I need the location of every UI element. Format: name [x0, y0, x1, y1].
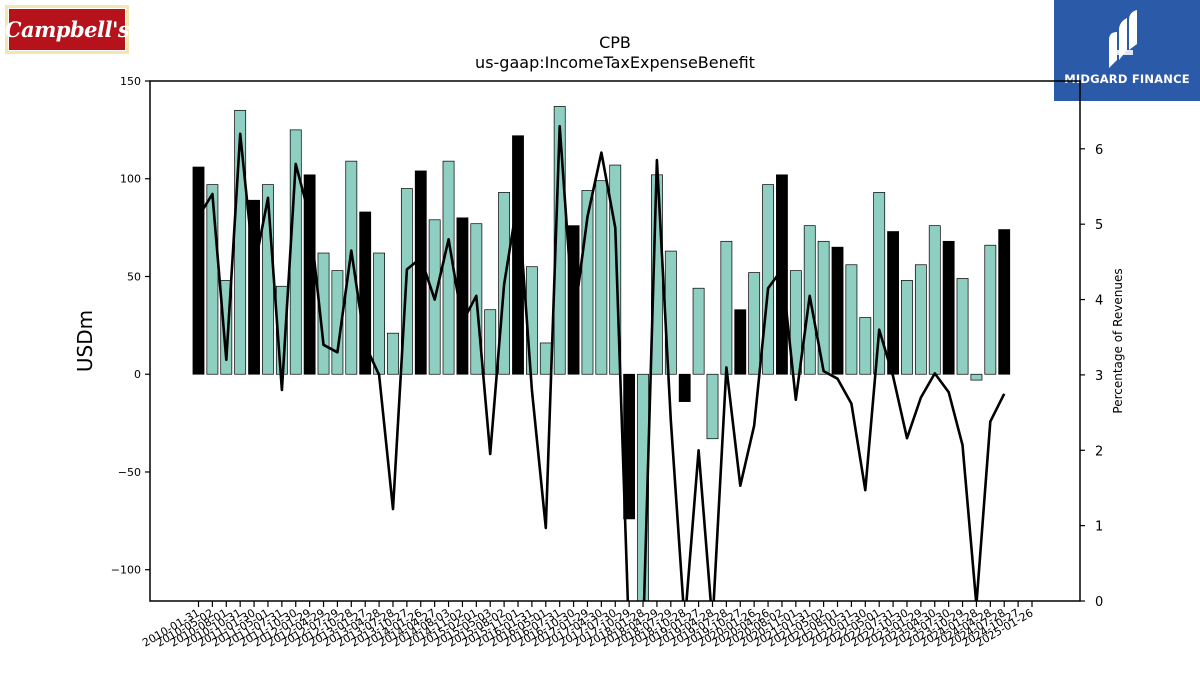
y-tick-label: 100: [120, 173, 141, 186]
bar-2012-10-28: [345, 160, 358, 375]
chart-title: CPB: [599, 33, 631, 52]
left-axis: −100 −50 0 50 100 150: [111, 75, 150, 577]
bar-2012-04-29: [317, 252, 330, 375]
bar-2010-08-01: [220, 280, 233, 375]
bar-2015-05-03: [484, 309, 497, 375]
bar-2016-05-01: [539, 342, 552, 375]
bar-2013-04-28: [373, 252, 385, 375]
bar-2021-08-01: [831, 246, 844, 375]
bar-2023-07-30: [942, 240, 955, 375]
bar-2020-01-26: [748, 272, 761, 375]
campbells-logo-badge: Campbell's: [4, 8, 130, 51]
bar-2020-04-26: [762, 184, 774, 375]
y-axis-label: USDm: [73, 310, 97, 372]
bar-2024-04-28: [984, 244, 997, 375]
bar-2012-07-29: [331, 270, 344, 375]
bar-2011-01-30: [248, 199, 260, 375]
campbells-logo: Campbell's: [4, 5, 130, 54]
bar-2024-01-28: [970, 373, 983, 381]
midgard-finance-logo: MIDGARD FINANCE: [1054, 0, 1200, 101]
bar-2024-07-28: [998, 229, 1011, 375]
bar-2022-07-31: [887, 231, 899, 375]
y2-tick-label: 3: [1095, 369, 1103, 384]
bar-2017-01-29: [581, 190, 594, 375]
chart-subtitle: us-gaap:IncomeTaxExpenseBenefit: [475, 53, 755, 72]
bar-2010-01-31: [192, 166, 205, 375]
bar-2022-05-01: [873, 192, 886, 375]
y-tick-label: −100: [111, 564, 141, 577]
bar-2017-07-30: [609, 164, 622, 375]
y-tick-label: 150: [120, 75, 141, 88]
bar-2015-11-01: [512, 135, 524, 375]
y2-tick-label: 4: [1095, 294, 1103, 309]
y-tick-label: −50: [118, 466, 141, 479]
bar-2019-04-28: [706, 373, 719, 440]
bar-2019-07-28: [720, 240, 733, 375]
bar-2013-07-28: [387, 332, 399, 375]
bar-2021-05-02: [817, 240, 830, 375]
y2-tick-label: 0: [1095, 595, 1103, 610]
bar-2010-05-02: [206, 184, 219, 375]
bar-2020-11-01: [789, 270, 802, 375]
y2-tick-label: 2: [1095, 444, 1103, 459]
bar-2016-07-31: [553, 106, 566, 375]
x-axis: 2010-01-312010-05-022010-08-012010-10-31…: [140, 601, 1036, 650]
y2-tick-label: 6: [1095, 143, 1103, 158]
bar-2017-04-30: [595, 180, 608, 375]
bar-2013-01-27: [359, 211, 372, 375]
bar-2023-10-29: [956, 278, 969, 375]
bar-2021-10-31: [845, 264, 858, 375]
y-tick-label: 50: [127, 270, 141, 283]
bar-2023-01-29: [914, 264, 927, 375]
bar-2016-10-30: [567, 225, 580, 375]
y-tick-label: 0: [134, 368, 141, 381]
campbells-logo-text: Campbell's: [4, 17, 130, 42]
y2-tick-label: 5: [1095, 218, 1103, 233]
midgard-mark-icon: [1109, 10, 1137, 68]
line-group: [197, 124, 1006, 601]
bar-2019-01-27: [692, 287, 705, 375]
bar-2023-04-30: [928, 225, 941, 375]
midgard-logo-text: MIDGARD FINANCE: [1064, 72, 1190, 86]
percentage-line: [197, 124, 1006, 601]
bar-2022-01-30: [859, 317, 872, 375]
right-axis: 0 1 2 3 4 5 6: [1080, 143, 1103, 610]
bar-2019-10-27: [734, 309, 747, 375]
bar-2018-10-28: [678, 373, 691, 402]
y2-tick-label: 1: [1095, 520, 1103, 535]
y2-axis-label: Percentage of Revenues: [1111, 268, 1125, 413]
bar-2022-10-30: [901, 280, 913, 375]
